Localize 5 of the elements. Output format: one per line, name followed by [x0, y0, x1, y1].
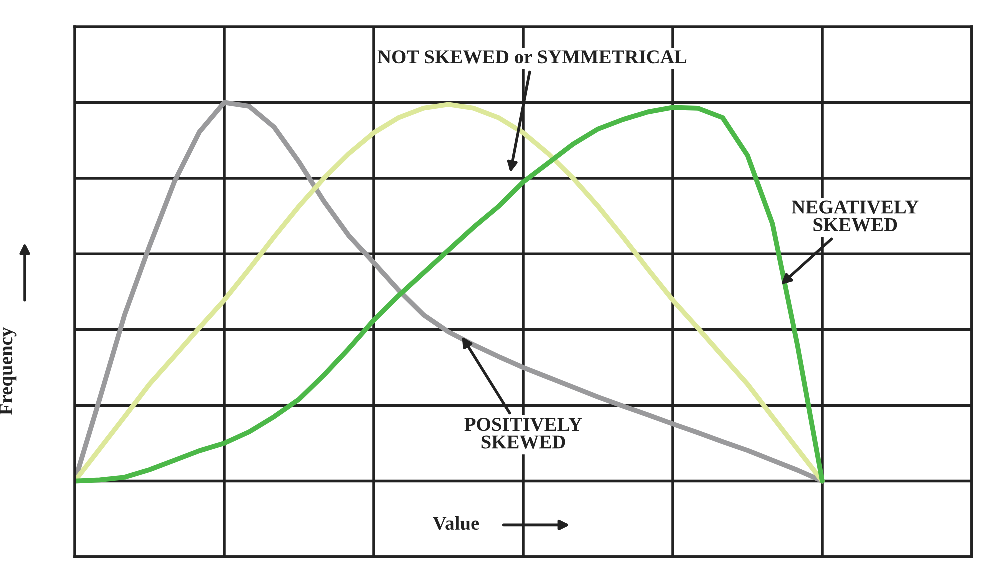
text: NOT SKEWED or SYMMETRICAL	[378, 50, 687, 64]
y-axis-title: Frequency	[0, 328, 17, 416]
x-axis-title: Value	[433, 516, 480, 530]
annotation: NEGATIVELY SKEWED	[792, 200, 919, 232]
annotation: POSITIVELY SKEWED	[464, 418, 582, 449]
